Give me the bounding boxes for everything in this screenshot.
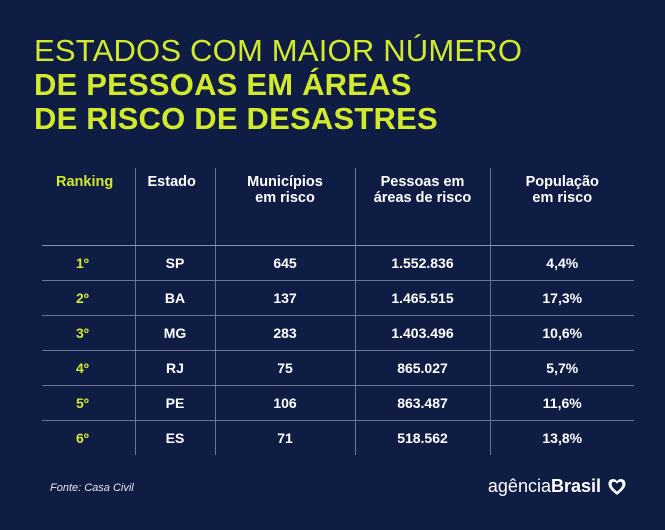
header-municipios-line-2: em risco	[255, 190, 315, 206]
brand-bold: Brasil	[550, 476, 601, 496]
ranking-table: Ranking Estado Municípios em risco Pesso…	[42, 168, 634, 455]
cell-populacao: 13,8%	[489, 420, 634, 455]
cell-rank: 1º	[42, 245, 135, 281]
table-header: Ranking Estado Municípios em risco Pesso…	[42, 168, 634, 246]
cell-municipios: 71	[214, 420, 355, 455]
cell-populacao: 5,7%	[489, 350, 634, 386]
cell-rank: 5º	[42, 385, 135, 421]
header-pessoas-line-1: Pessoas em	[380, 174, 465, 190]
cell-rank: 2º	[42, 280, 135, 316]
cell-pessoas: 863.487	[354, 385, 490, 421]
cell-municipios: 75	[214, 350, 355, 386]
header-ranking: Ranking	[42, 168, 135, 246]
cell-pessoas: 518.562	[354, 420, 490, 455]
table-row: 5º PE 106 863.487 11,6%	[42, 385, 634, 421]
cell-pessoas: 1.403.496	[354, 315, 490, 351]
cell-municipios: 106	[214, 385, 355, 421]
brand-logo: agênciaBrasil	[488, 476, 627, 497]
table-row: 3º MG 283 1.403.496 10,6%	[42, 315, 634, 351]
table-body: 1º SP 645 1.552.836 4,4% 2º BA 137 1.465…	[42, 245, 634, 455]
header-populacao-line-2: em risco	[532, 190, 593, 206]
title-line-1: ESTADOS COM MAIOR NÚMERO	[34, 33, 523, 68]
header-populacao: População em risco	[489, 168, 634, 246]
cell-rank: 4º	[42, 350, 135, 386]
cell-estado: ES	[134, 420, 215, 455]
cell-rank: 6º	[42, 420, 135, 455]
header-row: Ranking Estado Municípios em risco Pesso…	[42, 168, 634, 246]
table-row: 2º BA 137 1.465.515 17,3%	[42, 280, 634, 316]
cell-rank: 3º	[42, 315, 135, 351]
cell-pessoas: 865.027	[354, 350, 490, 386]
title-line-3: DE RISCO DE DESASTRES	[34, 101, 438, 136]
header-estado: Estado	[134, 168, 215, 246]
table-row: 1º SP 645 1.552.836 4,4%	[42, 245, 634, 281]
header-municipios-line-1: Municípios	[247, 174, 323, 190]
brand-light: agência	[487, 476, 551, 496]
header-municipios: Municípios em risco	[214, 168, 355, 246]
cell-populacao: 17,3%	[489, 280, 634, 316]
cell-municipios: 645	[214, 245, 355, 281]
cell-estado: PE	[134, 385, 215, 421]
header-pessoas: Pessoas em áreas de risco	[354, 168, 490, 246]
source-note: Fonte: Casa Civil	[50, 482, 134, 494]
cell-pessoas: 1.552.836	[354, 245, 490, 281]
cell-municipios: 283	[214, 315, 355, 351]
infographic-title: ESTADOS COM MAIOR NÚMERO DE PESSOAS EM Á…	[34, 34, 522, 136]
cell-estado: MG	[134, 315, 215, 351]
cell-estado: RJ	[134, 350, 215, 386]
cell-populacao: 11,6%	[489, 385, 634, 421]
cell-municipios: 137	[214, 280, 355, 316]
cell-populacao: 4,4%	[489, 245, 634, 281]
title-line-2: DE PESSOAS EM ÁREAS	[34, 67, 412, 102]
heart-shield-icon	[607, 477, 627, 497]
cell-estado: BA	[134, 280, 215, 316]
cell-populacao: 10,6%	[489, 315, 634, 351]
brand-wordmark: agênciaBrasil	[488, 476, 601, 497]
cell-pessoas: 1.465.515	[354, 280, 490, 316]
table-row: 6º ES 71 518.562 13,8%	[42, 420, 634, 455]
header-pessoas-line-2: áreas de risco	[373, 190, 472, 206]
table-row: 4º RJ 75 865.027 5,7%	[42, 350, 634, 386]
cell-estado: SP	[134, 245, 215, 281]
header-populacao-line-1: População	[525, 174, 599, 190]
